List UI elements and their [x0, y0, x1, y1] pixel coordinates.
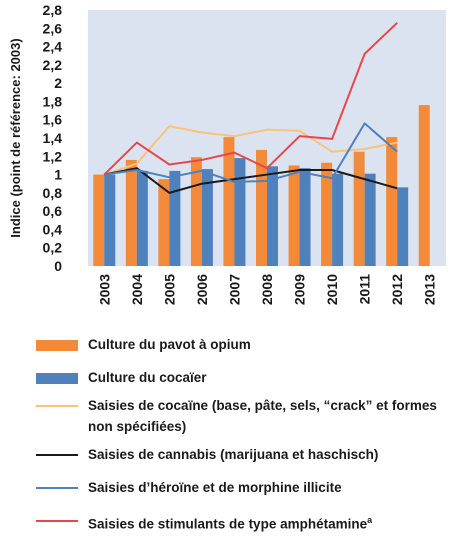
- legend-label-coca: Culture du cocaïer: [88, 370, 207, 385]
- lines-layer: [103, 22, 398, 194]
- legend-item-coca: Culture du cocaïer: [30, 367, 450, 389]
- y-tick-label: 0,8: [43, 185, 63, 201]
- x-tick-label: 2012: [389, 274, 405, 305]
- x-tick-label: 2009: [292, 274, 308, 305]
- y-tick-label: 1,2: [43, 148, 63, 164]
- legend-label-heroin: Saisies d’héroïne et de morphine illicit…: [88, 480, 342, 495]
- bar-coca-2007: [234, 158, 246, 266]
- x-tick-label: 2007: [226, 274, 242, 305]
- y-tick-label: 2,8: [43, 2, 63, 18]
- bar-opium-2009: [288, 165, 300, 266]
- bar-opium-2007: [223, 137, 235, 266]
- y-tick-label: 0: [54, 258, 62, 274]
- y-tick-label: 0,4: [43, 221, 63, 237]
- x-tick-label: 2004: [129, 274, 145, 305]
- bar-coca-2003: [104, 174, 116, 266]
- legend-swatch-coca: [36, 373, 78, 384]
- y-tick-labels: 0 0,2 0,4 0,6 0,8 1 1,2 1,4 1,6 1,8 2 2,2 2,4 2,6 2,8: [43, 2, 63, 274]
- line-ats: [103, 22, 398, 176]
- bar-opium-2005: [158, 179, 170, 266]
- y-tick-label: 2,4: [43, 39, 63, 55]
- bar-coca-2009: [299, 168, 311, 266]
- legend-item-heroin: Saisies d’héroïne et de morphine illicit…: [30, 477, 450, 499]
- legend-swatch-ats: [36, 520, 78, 522]
- y-tick-label: 1: [54, 167, 62, 183]
- legend-label-ats-footnote: a: [367, 515, 373, 525]
- x-tick-label: 2010: [324, 274, 340, 305]
- line-cannabis: [104, 167, 398, 194]
- bar-coca-2011: [364, 173, 376, 266]
- bar-coca-2012: [397, 187, 409, 266]
- bar-coca-2008: [267, 166, 278, 266]
- y-tick-label: 1,8: [43, 93, 63, 109]
- bar-opium-2003: [93, 174, 105, 266]
- legend-label-cocaine: Saisies de cocaïne (base, pâte, sels, “c…: [88, 398, 437, 434]
- bar-coca-2004: [136, 170, 148, 266]
- legend-item-opium: Culture du pavot à opium: [30, 334, 450, 356]
- x-tick-label: 2008: [259, 274, 275, 305]
- bar-coca-2005: [169, 170, 181, 266]
- legend-swatch-opium: [36, 340, 78, 351]
- bar-opium-2008: [256, 149, 267, 266]
- legend-swatch-cocaine: [36, 405, 78, 407]
- y-tick-label: 1,4: [43, 130, 63, 146]
- legend-item-cannabis: Saisies de cannabis (marijuana et haschi…: [30, 444, 450, 466]
- legend: Culture du pavot à opium Culture du coca…: [30, 334, 450, 532]
- x-tick-label: 2013: [422, 274, 438, 305]
- legend-item-ats: Saisies de stimulants de type amphétamin…: [30, 510, 450, 532]
- legend-swatch-heroin: [36, 487, 78, 489]
- chart: 00,20,40,60,811,21,41,61,822,22,42,62,8 …: [8, 2, 446, 305]
- y-tick-label: 1,6: [43, 112, 63, 128]
- x-tick-labels: 2003 2004 2005 2006 2007 2008 2009 2010 2011 2012…: [96, 274, 437, 305]
- bars-layer: [93, 105, 430, 266]
- legend-label-cannabis: Saisies de cannabis (marijuana et haschi…: [88, 447, 379, 462]
- x-tick-label: 2011: [357, 274, 373, 305]
- x-tick-label: 2005: [161, 274, 177, 305]
- legend-label-opium: Culture du pavot à opium: [88, 337, 251, 352]
- bar-opium-2012: [386, 137, 398, 266]
- legend-swatch-cannabis: [36, 454, 78, 456]
- y-axis-label: Indice (point de référence: 2003): [8, 38, 23, 237]
- line-heroin: [104, 122, 398, 183]
- bar-opium-2013: [418, 105, 430, 266]
- y-tick-label: 2: [54, 75, 62, 91]
- x-tick-label: 2006: [194, 274, 210, 305]
- y-tick-label: 2,6: [43, 20, 63, 36]
- y-tick-label: 2,2: [43, 57, 63, 73]
- bar-opium-2010: [321, 162, 333, 266]
- y-tick-label: 0,6: [43, 203, 63, 219]
- bar-opium-2011: [353, 151, 365, 266]
- legend-item-cocaine: Saisies de cocaïne (base, pâte, sels, “c…: [30, 395, 450, 437]
- bar-coca-2010: [332, 173, 344, 266]
- bar-opium-2006: [190, 157, 202, 266]
- bar-opium-2004: [125, 159, 137, 266]
- legend-label-ats: Saisies de stimulants de type amphétamin…: [88, 516, 368, 532]
- x-tick-label: 2003: [96, 274, 112, 305]
- y-tick-label: 0,2: [43, 240, 63, 256]
- bar-coca-2006: [201, 169, 213, 266]
